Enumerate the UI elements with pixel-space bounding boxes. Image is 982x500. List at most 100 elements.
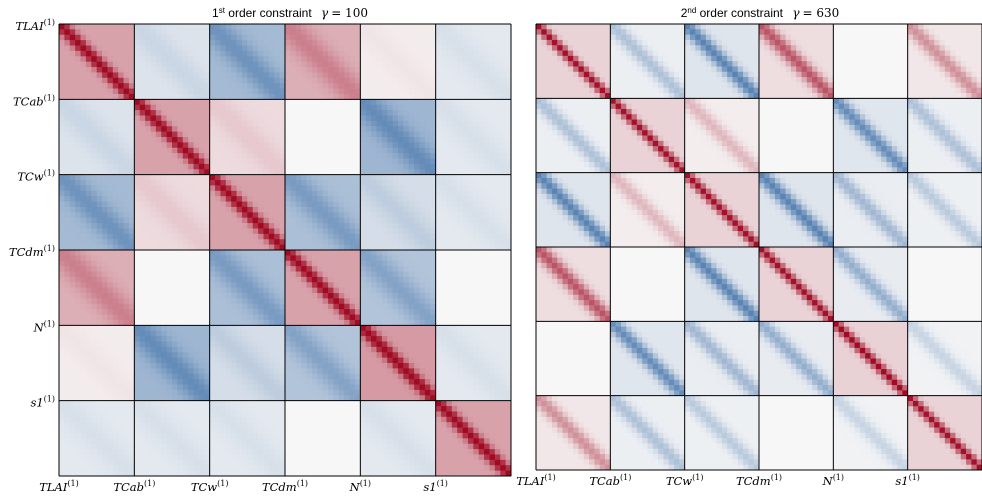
heatmap-cell [403,93,410,100]
heatmap-cell [236,298,243,305]
heatmap-cell [215,185,221,192]
heatmap-cell [457,201,463,208]
heatmap-cell [252,309,259,315]
heatmap-cell [102,137,108,143]
heatmap-cell [467,126,474,133]
heatmap-cell [85,153,92,159]
heatmap-cell [467,276,474,283]
heatmap-cell [112,115,119,122]
heatmap-cell [290,72,297,79]
heatmap-cell [376,174,383,181]
heatmap-cell [139,93,146,100]
heatmap-cell [311,260,318,267]
heatmap-cell [91,276,98,283]
heatmap-cell [107,104,114,111]
heatmap-cell [231,131,237,138]
heatmap-cell [306,147,313,154]
heatmap-cell [376,158,383,165]
heatmap-cell [349,45,356,52]
heatmap-cell [139,110,146,116]
heatmap-cell [317,158,324,165]
heatmap-cell [387,244,394,251]
heatmap-cell [85,126,92,133]
heatmap-cell [441,185,447,192]
heatmap-cell [258,72,264,79]
heatmap-cell [295,126,302,133]
heatmap-cell [241,40,248,46]
heatmap-cell [215,126,221,133]
heatmap-cell [430,142,437,149]
heatmap-cell [387,40,394,46]
heatmap-cell [247,293,254,299]
heatmap-cell [172,88,178,95]
heatmap-cell [247,88,254,95]
heatmap-cell [317,287,324,294]
heatmap-cell [263,255,270,262]
heatmap-cell [225,40,232,46]
heatmap-cell [295,88,302,95]
heatmap-cell [188,40,194,46]
heatmap-cell [198,77,205,84]
heatmap-cell [387,174,394,181]
heatmap-cell [231,303,237,310]
heatmap-cell [198,174,205,181]
heatmap-cell [198,137,205,143]
heatmap-cell [209,309,216,315]
heatmap-cell [209,293,216,299]
heatmap-cell [59,373,65,380]
heatmap-cell [215,88,221,95]
heatmap-cell [64,389,71,396]
heatmap-cell [236,303,243,310]
heatmap-cell [494,67,501,73]
heatmap-cell [198,201,205,208]
heatmap-cell [231,61,237,68]
heatmap-cell [59,352,65,359]
heatmap-cell [172,110,178,116]
heatmap-cell [430,88,437,95]
heatmap-cell [403,137,410,143]
heatmap-cell [424,319,431,326]
heatmap-cell [392,223,399,229]
heatmap-cell [155,217,162,224]
heatmap-cell [193,336,200,342]
heatmap-cell [473,196,480,202]
heatmap-cell [215,244,221,251]
heatmap-cell [317,120,324,127]
heatmap-cell [225,180,232,186]
heatmap-cell [112,190,119,197]
heatmap-cell [446,206,453,213]
heatmap-cell [414,99,420,106]
heatmap-cell [381,115,388,122]
heatmap-cell [85,185,92,192]
heatmap-cell [484,314,490,321]
heatmap-cell [500,303,507,310]
heatmap-cell [112,77,119,84]
heatmap-cell [263,137,270,143]
heatmap-cell [301,206,307,213]
heatmap-cell [155,228,162,235]
heatmap-cell [107,389,114,396]
heatmap-cell [398,153,404,159]
heatmap-cell [112,282,119,289]
heatmap-cell [177,319,184,326]
heatmap-cell [107,309,114,315]
heatmap-cell [419,99,426,106]
heatmap-cell [484,131,490,138]
heatmap-cell [123,373,130,380]
heatmap-cell [204,104,211,111]
heatmap-cell [446,61,453,68]
heatmap-cell [161,50,168,57]
heatmap-cell [69,158,76,165]
heatmap-cell [123,34,130,41]
heatmap-cell [64,293,71,299]
heatmap-cell [322,239,329,246]
heatmap-cell [295,287,302,294]
heatmap-cell [494,250,501,256]
heatmap-cell [263,131,270,138]
heatmap-cell [85,61,92,68]
heatmap-cell [274,24,281,30]
heatmap-cell [155,83,162,89]
heatmap-cell [69,196,76,202]
heatmap-cell [424,110,431,116]
heatmap-cell [306,228,313,235]
